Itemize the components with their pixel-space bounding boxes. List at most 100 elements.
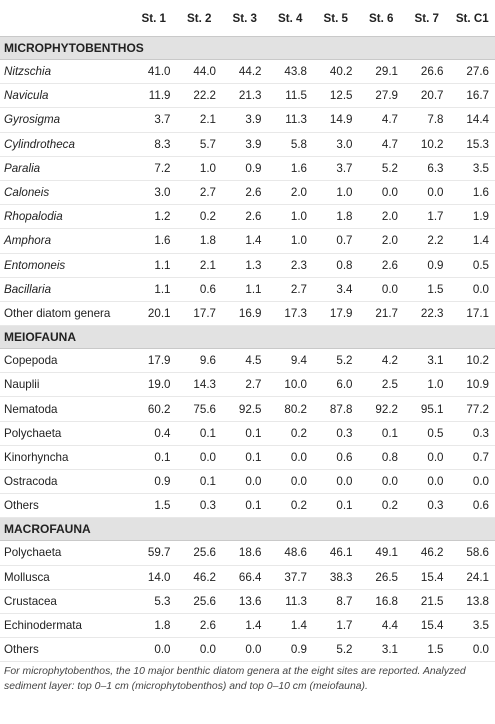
table-cell: 1.0	[267, 204, 313, 230]
row-label: Bacillaria	[0, 277, 131, 302]
table-cell: 0.9	[404, 253, 450, 278]
column-header: St. 2	[176, 0, 222, 37]
table-cell: 20.1	[131, 301, 177, 327]
table-cell: 2.6	[222, 204, 268, 230]
table-cell: 0.2	[176, 204, 222, 230]
table-cell: 0.4	[131, 421, 177, 446]
table-cell: 1.4	[222, 613, 268, 639]
table-cell: 2.1	[176, 107, 222, 133]
table-cell: 3.4	[313, 277, 359, 302]
table-cell: 1.8	[131, 613, 177, 639]
table-cell: 26.5	[358, 565, 404, 590]
table-cell: 40.2	[313, 59, 359, 85]
table-cell: 1.8	[313, 204, 359, 230]
table-row: Others 1.5 0.3 0.1 0.2 0.1 0.2 0.3 0.6	[0, 493, 495, 519]
table-row: Ostracoda 0.9 0.1 0.0 0.0 0.0 0.0 0.0 0.0	[0, 469, 495, 495]
row-label: Nematoda	[0, 396, 131, 422]
table-row: Crustacea 5.3 25.6 13.6 11.3 8.7 16.8 21.5 13.8	[0, 589, 495, 614]
table-cell: 77.2	[449, 396, 495, 422]
table-cell: 9.6	[176, 348, 222, 374]
table-cell: 16.7	[449, 83, 495, 109]
table-row: Copepoda 17.9 9.6 4.5 9.4 5.2 4.2 3.1 10.2	[0, 348, 495, 374]
table-cell: 92.2	[358, 396, 404, 422]
table-cell: 0.1	[131, 445, 177, 471]
table-cell: 0.0	[222, 637, 268, 663]
table-cell: 0.9	[222, 156, 268, 181]
table-cell: 1.1	[131, 277, 177, 302]
table-cell: 1.0	[313, 180, 359, 206]
table-cell: 3.5	[449, 156, 495, 181]
table-cell: 6.3	[404, 156, 450, 181]
table-cell: 0.0	[449, 637, 495, 663]
table-cell: 10.0	[267, 372, 313, 398]
table-row: Polychaeta 59.7 25.6 18.6 48.6 46.1 49.1 46.2 58…	[0, 540, 495, 566]
table-cell: 3.0	[313, 132, 359, 157]
table-cell: 12.5	[313, 83, 359, 109]
table-row: Nematoda 60.2 75.6 92.5 80.2 87.8 92.2 95.1 77.2	[0, 396, 495, 422]
table-row: Caloneis 3.0 2.7 2.6 2.0 1.0 0.0 0.0 1.6	[0, 180, 495, 206]
table-cell: 1.7	[313, 613, 359, 639]
table-cell: 5.7	[176, 132, 222, 157]
table-cell: 75.6	[176, 396, 222, 422]
table-cell: 3.9	[222, 132, 268, 157]
table-cell: 15.4	[404, 565, 450, 590]
row-label: Caloneis	[0, 180, 131, 206]
table-cell: 16.8	[358, 589, 404, 614]
table-cell: 0.2	[358, 493, 404, 519]
column-header: St. 3	[222, 0, 268, 37]
table-cell: 0.0	[404, 469, 450, 495]
table-cell: 1.7	[404, 204, 450, 230]
table-cell: 1.5	[404, 277, 450, 302]
section-header-row: MACROFAUNA	[0, 517, 495, 542]
table-cell: 2.2	[404, 228, 450, 254]
table-cell: 0.0	[358, 469, 404, 495]
table-cell: 2.7	[176, 180, 222, 206]
header-row: St. 1 St. 2 St. 3 St. 4 St. 5 St. 6 St. 7 St. C…	[0, 0, 495, 37]
table-cell: 0.7	[313, 228, 359, 254]
table-cell: 11.9	[131, 83, 177, 109]
table-cell: 1.1	[222, 277, 268, 302]
table-cell: 0.8	[358, 445, 404, 471]
table-body: MICROPHYTOBENTHOS Nitzschia 41.0 44.0 44.2 43…	[0, 36, 495, 663]
row-label: Others	[0, 637, 131, 663]
table-cell: 0.1	[313, 493, 359, 519]
row-label: Ostracoda	[0, 469, 131, 495]
table-cell: 1.4	[449, 228, 495, 254]
table-cell: 0.8	[313, 253, 359, 278]
table-cell: 13.6	[222, 589, 268, 614]
table-cell: 22.3	[404, 301, 450, 327]
table-cell: 2.0	[267, 180, 313, 206]
table-cell: 46.1	[313, 540, 359, 566]
table-cell: 10.2	[404, 132, 450, 157]
table-cell: 15.3	[449, 132, 495, 157]
table-cell: 14.0	[131, 565, 177, 590]
table-cell: 38.3	[313, 565, 359, 590]
table-cell: 27.6	[449, 59, 495, 85]
table-cell: 1.3	[222, 253, 268, 278]
table-cell: 4.4	[358, 613, 404, 639]
table-cell: 17.3	[267, 301, 313, 327]
row-label: Kinorhyncha	[0, 445, 131, 471]
table-cell: 6.0	[313, 372, 359, 398]
table-cell: 5.3	[131, 589, 177, 614]
column-header: St. 7	[404, 0, 450, 37]
table-cell: 0.0	[449, 277, 495, 302]
table-cell: 5.2	[313, 637, 359, 663]
data-table: St. 1 St. 2 St. 3 St. 4 St. 5 St. 6 St. 7 St. C…	[0, 0, 495, 663]
table-cell: 17.7	[176, 301, 222, 327]
table-cell: 0.6	[176, 277, 222, 302]
table-cell: 0.6	[313, 445, 359, 471]
table-cell: 11.3	[267, 107, 313, 133]
row-label: Others	[0, 493, 131, 519]
table-cell: 0.0	[267, 469, 313, 495]
table-cell: 29.1	[358, 59, 404, 85]
table-cell: 2.5	[358, 372, 404, 398]
table-cell: 18.6	[222, 540, 268, 566]
table-cell: 2.6	[358, 253, 404, 278]
row-label: Nitzschia	[0, 59, 131, 85]
table-row: Bacillaria 1.1 0.6 1.1 2.7 3.4 0.0 1.5 0.0	[0, 277, 495, 302]
table-cell: 1.5	[404, 637, 450, 663]
table-cell: 3.7	[131, 107, 177, 133]
table-cell: 1.0	[404, 372, 450, 398]
